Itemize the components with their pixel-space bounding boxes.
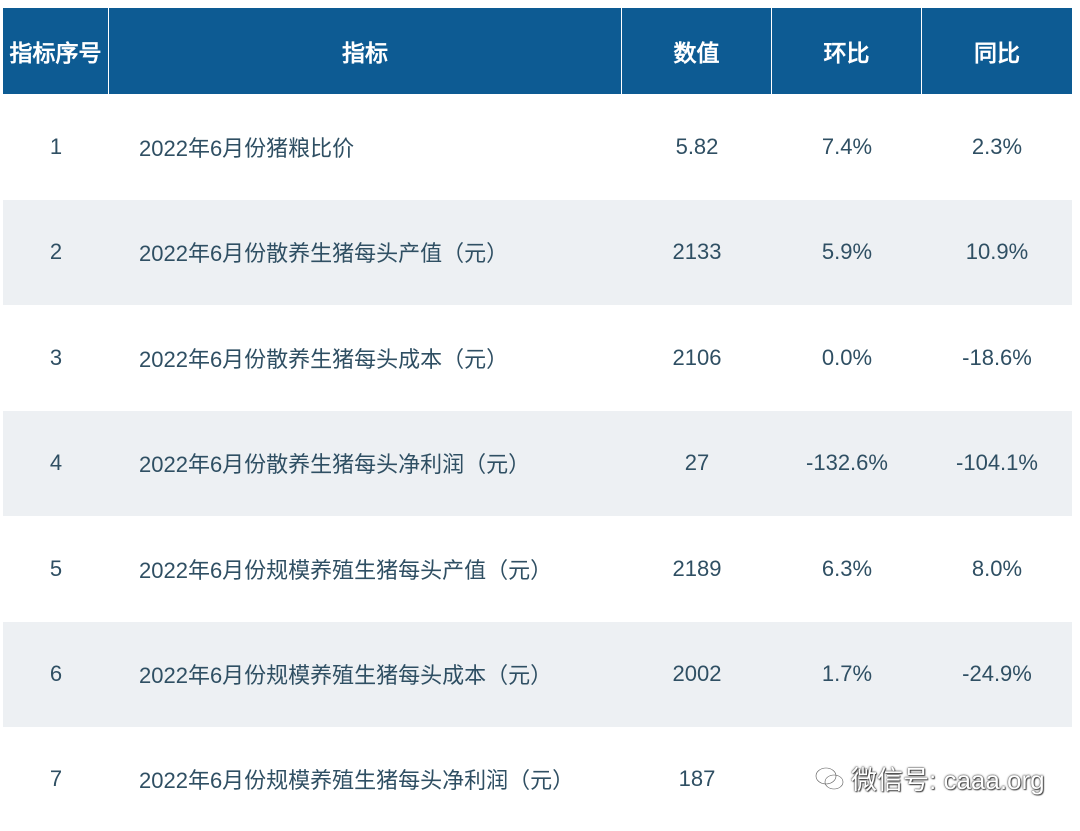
- row-yoy: -18.6%: [962, 344, 1032, 370]
- table-row: 5 2022年6月份规模养殖生猪每头产值（元） 2189 6.3% 8.0%: [3, 516, 1072, 622]
- table-row: 4 2022年6月份散养生猪每头净利润（元） 27 -132.6% -104.1…: [3, 410, 1072, 516]
- row-index: 2: [49, 239, 63, 265]
- row-value: 2106: [672, 344, 722, 370]
- row-index: 4: [49, 450, 63, 476]
- row-mom: 5.9%: [821, 239, 873, 265]
- header-indicator: 指标: [109, 8, 622, 94]
- row-mom: 7.4%: [821, 133, 873, 159]
- row-value: 187: [678, 766, 716, 791]
- watermark-text: 微信号: caaa.org: [851, 765, 1045, 795]
- row-index: 6: [49, 661, 63, 687]
- row-indicator: 2022年6月份散养生猪每头产值（元）: [139, 241, 509, 267]
- row-mom: 6.3%: [821, 555, 873, 581]
- header-mom: 环比: [772, 8, 922, 94]
- row-value: 2002: [672, 661, 722, 687]
- header-value: 数值: [622, 8, 772, 94]
- table-row: 6 2022年6月份规模养殖生猪每头成本（元） 2002 1.7% -24.9%: [3, 621, 1072, 727]
- row-value: 27: [684, 450, 710, 476]
- row-indicator: 2022年6月份规模养殖生猪每头成本（元）: [139, 663, 553, 689]
- row-yoy: 8.0%: [971, 555, 1023, 581]
- table-row: 1 2022年6月份猪粮比价 5.82 7.4% 2.3%: [3, 94, 1072, 200]
- row-value: 5.82: [675, 133, 719, 159]
- row-mom: 1.7%: [821, 661, 873, 687]
- table-row: 3 2022年6月份散养生猪每头成本（元） 2106 0.0% -18.6%: [3, 305, 1072, 411]
- row-yoy: -24.9%: [962, 661, 1032, 687]
- row-mom: -132.6%: [806, 450, 888, 476]
- row-yoy: 10.9%: [965, 239, 1029, 265]
- row-indicator: 2022年6月份散养生猪每头净利润（元）: [139, 452, 531, 478]
- watermark: 微信号: caaa.org: [815, 760, 1045, 797]
- row-mom: 0.0%: [821, 344, 873, 370]
- row-yoy: -104.1%: [956, 450, 1038, 476]
- wechat-icon: [815, 766, 844, 790]
- header-index: 指标序号: [3, 8, 109, 94]
- row-indicator: 2022年6月份猪粮比价: [139, 135, 355, 161]
- row-indicator: 2022年6月份规模养殖生猪每头净利润（元）: [139, 768, 575, 793]
- row-index: 3: [49, 344, 63, 370]
- table-header: 指标序号 指标 数值 环比 同比: [3, 8, 1072, 94]
- row-indicator: 2022年6月份散养生猪每头成本（元）: [139, 346, 509, 372]
- row-index: 7: [49, 766, 63, 791]
- table-row: 2 2022年6月份散养生猪每头产值（元） 2133 5.9% 10.9%: [3, 199, 1072, 305]
- row-yoy: 2.3%: [971, 133, 1023, 159]
- data-table: 指标序号 指标 数值 环比 同比 1 2022年6月份猪粮比价 5.82 7.4…: [3, 8, 1072, 831]
- row-indicator: 2022年6月份规模养殖生猪每头产值（元）: [139, 557, 553, 583]
- row-value: 2189: [672, 555, 722, 581]
- table-row: 7 2022年6月份规模养殖生猪每头净利润（元） 187: [3, 727, 1072, 831]
- row-index: 5: [49, 555, 63, 581]
- row-value: 2133: [672, 239, 722, 265]
- row-index: 1: [49, 133, 63, 159]
- header-yoy: 同比: [974, 40, 1020, 66]
